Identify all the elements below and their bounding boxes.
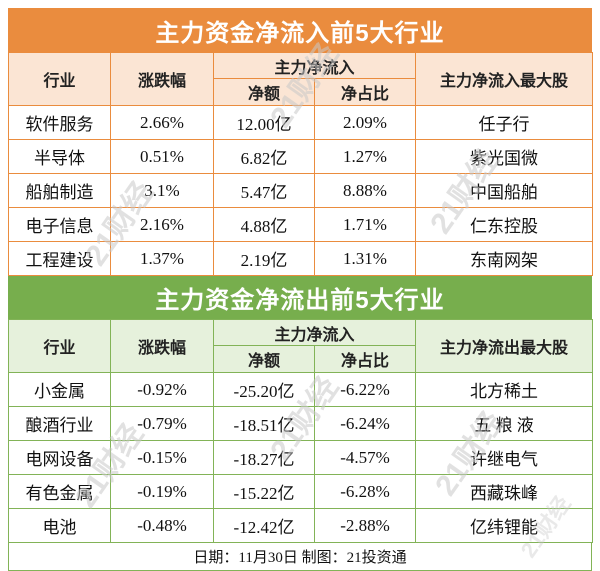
net-amount-cell: -12.42亿 [213, 508, 315, 543]
change-cell: -0.48% [110, 508, 214, 543]
table-row: 小金属 -0.92% -25.20亿 -6.22% 北方稀土 [8, 372, 594, 407]
net-ratio-cell: -6.24% [313, 406, 417, 441]
table-row: 船舶制造 3.1% 5.47亿 8.88% 中国船舶 [8, 173, 594, 208]
change-cell: -0.19% [110, 474, 214, 509]
change-cell: -0.79% [110, 406, 214, 441]
industry-cell: 船舶制造 [8, 173, 111, 208]
top-stock-cell: 中国船舶 [415, 173, 594, 208]
net-ratio-cell: 1.71% [313, 207, 417, 242]
col-header-industry: 行业 [8, 319, 111, 373]
industry-cell: 半导体 [8, 139, 111, 174]
change-cell: -0.92% [110, 372, 214, 407]
industry-cell: 电子信息 [8, 207, 111, 242]
industry-cell: 工程建设 [8, 241, 111, 276]
top-stock-cell: 紫光国微 [415, 139, 594, 174]
net-ratio-cell: 1.27% [313, 139, 417, 174]
outflow-table: 行业 涨跌幅 主力净流入 主力净流出最大股 净额 净占比 小金属 -0.92% … [8, 319, 594, 543]
col-header-top-stock: 主力净流出最大股 [415, 319, 594, 373]
table-row: 有色金属 -0.19% -15.22亿 -6.28% 西藏珠峰 [8, 474, 594, 509]
net-ratio-cell: -6.28% [313, 474, 417, 509]
inflow-title-banner: 主力资金净流入前5大行业 [8, 8, 592, 52]
change-cell: 1.37% [110, 241, 214, 276]
net-amount-cell: 6.82亿 [213, 139, 315, 174]
net-amount-cell: -15.22亿 [213, 474, 315, 509]
table-row: 电池 -0.48% -12.42亿 -2.88% 亿纬锂能 [8, 508, 594, 543]
col-header-change: 涨跌幅 [110, 52, 214, 106]
change-cell: 2.16% [110, 207, 214, 242]
net-ratio-cell: -4.57% [313, 440, 417, 475]
net-amount-cell: 12.00亿 [213, 105, 315, 140]
industry-cell: 酿酒行业 [8, 406, 111, 441]
industry-cell: 小金属 [8, 372, 111, 407]
header-row: 行业 涨跌幅 主力净流入 主力净流出最大股 [8, 319, 594, 373]
inflow-title: 主力资金净流入前5大行业 [155, 19, 445, 47]
table-row: 工程建设 1.37% 2.19亿 1.31% 东南网架 [8, 241, 594, 276]
change-cell: -0.15% [110, 440, 214, 475]
table-row: 酿酒行业 -0.79% -18.51亿 -6.24% 五 粮 液 [8, 406, 594, 441]
col-header-flow-group: 主力净流入 [212, 52, 417, 79]
top-stock-cell: 仁东控股 [415, 207, 594, 242]
col-header-net-ratio: 净占比 [313, 345, 417, 373]
net-amount-cell: 4.88亿 [213, 207, 315, 242]
change-cell: 2.66% [110, 105, 214, 140]
top-stock-cell: 西藏珠峰 [415, 474, 594, 509]
infographic-sheet: 主力资金净流入前5大行业 行业 涨跌幅 主力净流入 主力净流入最大股 净额 净占… [8, 8, 594, 571]
outflow-title: 主力资金净流出前5大行业 [155, 287, 445, 314]
net-amount-cell: -18.27亿 [213, 440, 315, 475]
top-stock-cell: 亿纬锂能 [415, 508, 594, 543]
net-ratio-cell: -6.22% [313, 372, 417, 407]
net-ratio-cell: 1.31% [313, 241, 417, 276]
table-row: 电网设备 -0.15% -18.27亿 -4.57% 许继电气 [8, 440, 594, 475]
header-row: 行业 涨跌幅 主力净流入 主力净流入最大股 [8, 52, 594, 106]
table-row: 半导体 0.51% 6.82亿 1.27% 紫光国微 [8, 139, 594, 174]
col-header-net-ratio: 净占比 [313, 78, 417, 106]
col-header-industry: 行业 [8, 52, 111, 106]
top-stock-cell: 任子行 [415, 105, 594, 140]
col-header-change: 涨跌幅 [110, 319, 214, 373]
top-stock-cell: 许继电气 [415, 440, 594, 475]
industry-cell: 电网设备 [8, 440, 111, 475]
top-stock-cell: 五 粮 液 [415, 406, 594, 441]
col-header-top-stock: 主力净流入最大股 [415, 52, 594, 106]
net-ratio-cell: 2.09% [313, 105, 417, 140]
top-stock-cell: 东南网架 [415, 241, 594, 276]
net-amount-cell: 5.47亿 [213, 173, 315, 208]
table-row: 电子信息 2.16% 4.88亿 1.71% 仁东控股 [8, 207, 594, 242]
table-row: 软件服务 2.66% 12.00亿 2.09% 任子行 [8, 105, 594, 140]
net-amount-cell: 2.19亿 [213, 241, 315, 276]
col-header-net-amount: 净额 [213, 78, 315, 106]
net-amount-cell: -18.51亿 [213, 406, 315, 441]
industry-cell: 有色金属 [8, 474, 111, 509]
net-ratio-cell: -2.88% [313, 508, 417, 543]
change-cell: 3.1% [110, 173, 214, 208]
col-header-net-amount: 净额 [213, 345, 315, 373]
inflow-table: 行业 涨跌幅 主力净流入 主力净流入最大股 净额 净占比 软件服务 2.66% … [8, 52, 594, 276]
footer-note: 日期：11月30日 制图：21投资通 [8, 542, 592, 571]
change-cell: 0.51% [110, 139, 214, 174]
header-subrow: 净额 净占比 [9, 78, 593, 106]
industry-cell: 软件服务 [8, 105, 111, 140]
col-header-flow-group: 主力净流入 [212, 319, 417, 346]
net-ratio-cell: 8.88% [313, 173, 417, 208]
top-stock-cell: 北方稀土 [415, 372, 594, 407]
outflow-title-banner: 主力资金净流出前5大行业 [8, 276, 592, 319]
industry-cell: 电池 [8, 508, 111, 543]
net-amount-cell: -25.20亿 [213, 372, 315, 407]
